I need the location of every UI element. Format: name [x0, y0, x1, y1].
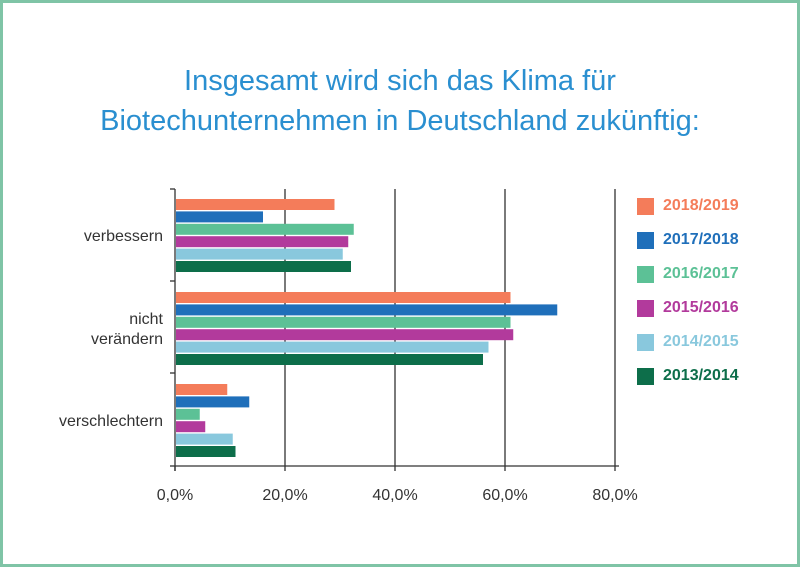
bar	[176, 292, 511, 303]
legend-item: 2014/2015	[637, 325, 739, 359]
bar	[176, 421, 206, 433]
category-label: nicht	[129, 311, 163, 328]
bar	[176, 396, 250, 408]
x-tick-label: 80,0%	[592, 487, 637, 504]
bar	[176, 408, 200, 420]
bar	[176, 236, 349, 248]
bar	[176, 261, 351, 272]
legend-label: 2015/2016	[663, 299, 739, 316]
bar	[176, 354, 483, 365]
x-tick-label: 60,0%	[482, 487, 527, 504]
bar-chart: 0,0% 20,0% 40,0% 60,0% 80,0% verbessern nicht v…	[59, 188, 638, 504]
legend-item: 2016/2017	[637, 257, 739, 291]
category-label: verbessern	[84, 228, 163, 245]
bar	[176, 211, 263, 223]
bar	[176, 384, 228, 395]
legend-item: 2015/2016	[637, 291, 739, 325]
legend-item: 2018/2019	[637, 189, 739, 223]
category-label: verschlechtern	[59, 413, 163, 430]
bar	[176, 329, 514, 341]
legend-swatch	[637, 231, 654, 249]
bar	[176, 433, 233, 445]
category-label: verändern	[91, 331, 163, 348]
bar	[176, 316, 511, 328]
legend-label: 2014/2015	[663, 333, 739, 350]
legend-swatch	[637, 333, 654, 351]
legend-swatch	[637, 367, 654, 385]
legend-swatch	[637, 299, 654, 317]
bar	[176, 223, 354, 235]
chart-title: Insgesamt wird sich das Klima für Biotec…	[3, 61, 797, 141]
legend: 2018/2019 2017/2018 2016/2017 2015/2016 2014…	[637, 189, 739, 393]
legend-swatch	[637, 197, 654, 215]
title-line-2: Biotechunternehmen in Deutschland zukünf…	[100, 105, 700, 137]
legend-label: 2018/2019	[663, 197, 739, 214]
legend-item: 2013/2014	[637, 359, 739, 393]
x-tick-label: 0,0%	[157, 487, 193, 504]
x-tick-label: 40,0%	[372, 487, 417, 504]
legend-item: 2017/2018	[637, 223, 739, 257]
bar	[176, 199, 335, 210]
bar	[176, 446, 236, 457]
legend-label: 2017/2018	[663, 231, 739, 248]
legend-label: 2013/2014	[663, 367, 739, 384]
legend-swatch	[637, 265, 654, 283]
bar	[176, 248, 343, 260]
x-tick-label: 20,0%	[262, 487, 307, 504]
bar	[176, 341, 489, 353]
title-line-1: Insgesamt wird sich das Klima für	[184, 65, 616, 97]
legend-label: 2016/2017	[663, 265, 739, 282]
bar	[176, 304, 558, 316]
